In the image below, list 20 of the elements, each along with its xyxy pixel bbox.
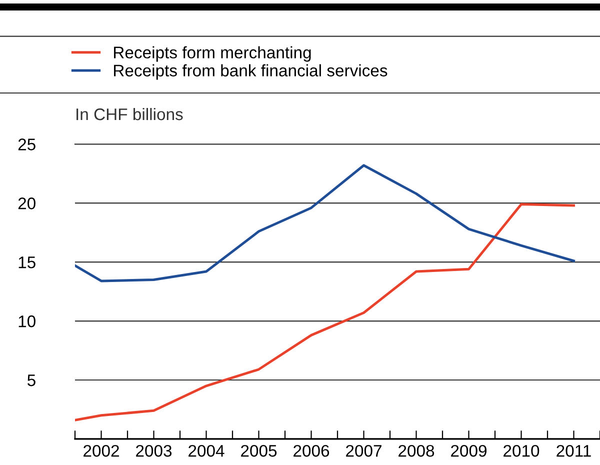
x-tick-label: 2004 [188,444,224,457]
x-tick-label: 2005 [241,444,277,457]
x-tick-label: 2011 [556,444,591,457]
y-tick-label: 5 [28,374,36,386]
x-tick-label: 2008 [398,444,434,457]
line-series [75,164,575,282]
x-tick-label: 2007 [346,444,382,457]
x-tick-label: 2003 [136,444,172,457]
legend-label: Receipts form merchanting [114,46,311,62]
line-series [75,203,575,422]
y-tick-label: 20 [18,198,36,210]
x-tick-label: 2010 [504,444,540,457]
y-tick-label: 10 [18,315,36,328]
x-tick-label: 2006 [294,444,330,457]
legend-label: Receipts from bank financial services [114,64,388,80]
y-tick-label: 15 [18,256,36,268]
y-tick-label: 25 [18,138,36,150]
x-tick-label: 2002 [84,444,119,457]
y-axis-title: In CHF billions [76,108,183,120]
x-tick-label: 2009 [451,444,486,457]
